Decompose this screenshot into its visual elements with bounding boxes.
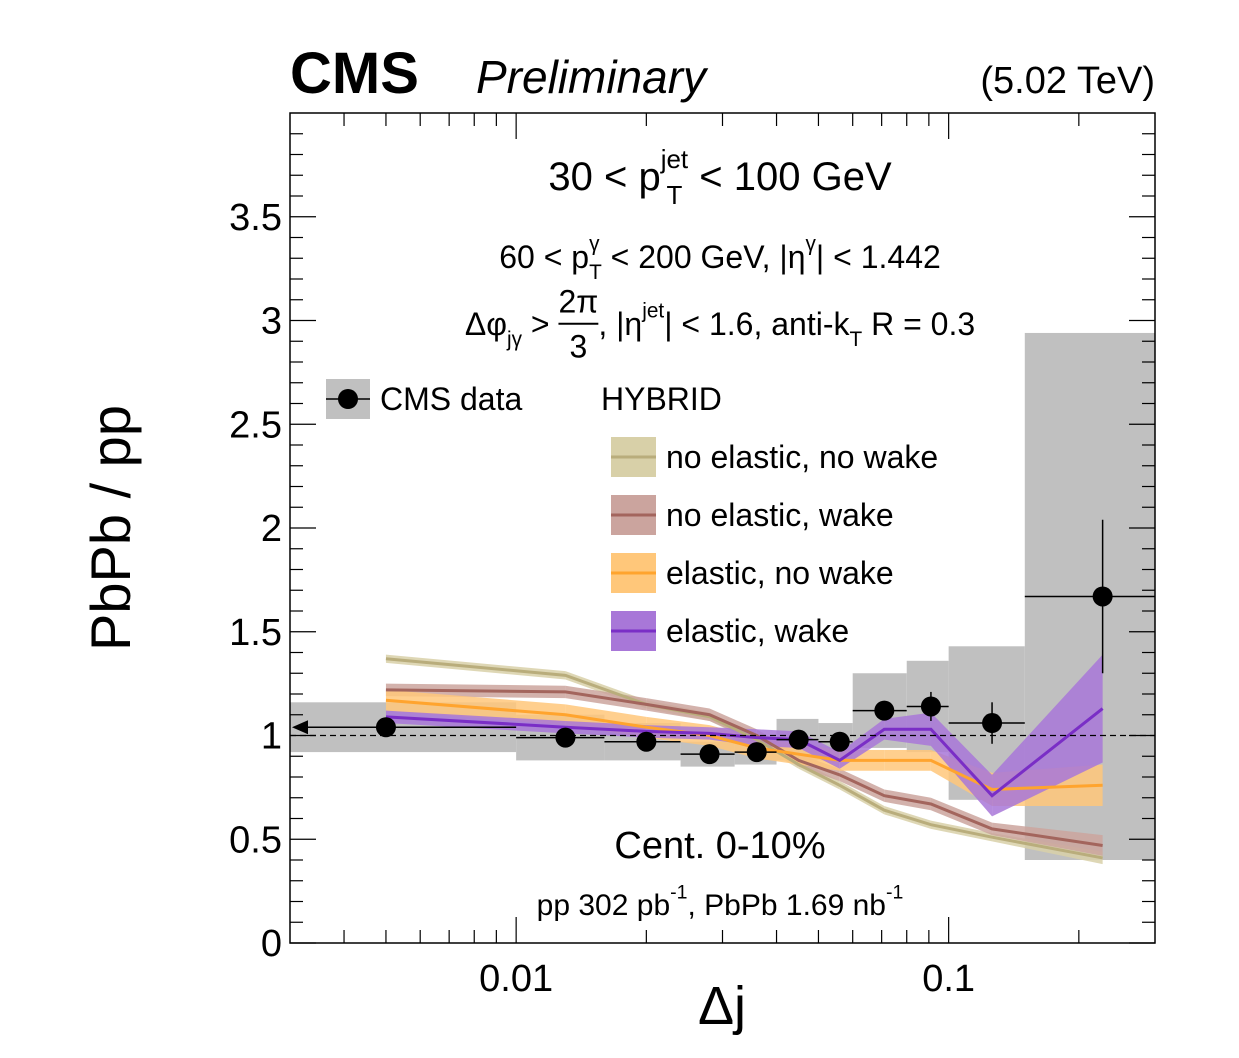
annotation-text: Cent. 0-10% (614, 825, 825, 867)
annotation: Cent. 0-10% (614, 825, 825, 867)
energy-label: (5.02 TeV) (980, 60, 1155, 102)
data-point (788, 729, 809, 750)
x-tick-label: 0.1 (922, 958, 975, 1000)
annotation-text: , PbPb 1.69 nb (687, 889, 886, 922)
annotation: pp 302 pb -1, PbPb 1.69 nb -1 (537, 882, 904, 923)
data-point (874, 700, 895, 721)
annotation-text: pp 302 pb (537, 889, 670, 922)
x-tick-label: 0.01 (479, 958, 553, 1000)
annotation-text: T (666, 180, 682, 210)
annotation-text: < 100 GeV (688, 155, 892, 199)
annotation-text: γ (806, 232, 817, 255)
model-line (385, 657, 1103, 860)
annotation-text: 60 < p (499, 239, 589, 275)
y-tick-label: 0 (261, 923, 282, 965)
legend-label: elastic, no wake (666, 555, 894, 591)
annotation-text: T (849, 328, 862, 351)
data-point (375, 717, 396, 738)
data-point (1092, 586, 1113, 607)
data-point (555, 727, 576, 748)
data-point (829, 731, 850, 752)
model-band (992, 654, 1103, 817)
data-point (746, 742, 767, 763)
y-tick-label: 0.5 (229, 819, 282, 861)
annotation-text: jet (641, 299, 664, 322)
legend-swatch (338, 389, 358, 409)
overflow-arrow (292, 720, 308, 735)
annotation-text: T (589, 261, 602, 284)
y-tick-label: 2 (261, 508, 282, 550)
y-tick-label: 1 (261, 716, 282, 758)
experiment-label: CMS (290, 41, 419, 106)
y-tick-label: 3 (261, 301, 282, 343)
annotation-text: -1 (886, 882, 903, 904)
data-point (699, 744, 720, 765)
annotation-text: -1 (670, 882, 687, 904)
annotation-text: > (522, 306, 558, 342)
legend-label: CMS data (380, 381, 522, 417)
legend-label: no elastic, no wake (666, 439, 938, 475)
annotation-text: γ (589, 232, 600, 255)
data-point (982, 713, 1003, 734)
y-axis-label: PbPb / pp (79, 405, 142, 651)
annotation-text: R = 0.3 (862, 306, 975, 342)
model-line (385, 688, 1103, 847)
legend-label: no elastic, wake (666, 497, 894, 533)
y-tick-label: 2.5 (229, 404, 282, 446)
annotation-text: 30 < p (548, 155, 660, 199)
annotation-text: jγ (506, 328, 523, 351)
model-line (385, 698, 1103, 791)
annotation: 30 < p jet T < 100 GeV (548, 144, 892, 210)
annotation: Δφ jγ > 2π 3 , |η jet | < 1.6, anti-k T R = 0.… (465, 284, 975, 365)
annotation-text: 3 (570, 328, 588, 364)
legend-title: HYBRID (601, 381, 722, 417)
annotation-text: | < 1.6, anti-k (664, 306, 850, 342)
annotation-text: < 200 GeV, |η (602, 239, 806, 275)
legend-label: elastic, wake (666, 613, 849, 649)
annotation-text: | < 1.442 (816, 239, 941, 275)
status-label: Preliminary (476, 51, 709, 103)
model-band (992, 822, 1103, 856)
annotation: 60 < p γT < 200 GeV, |η γ | < 1.442 (499, 232, 941, 284)
y-tick-label: 3.5 (229, 197, 282, 239)
data-point (920, 696, 941, 717)
x-axis-label: Δj (698, 976, 746, 1036)
y-tick-label: 1.5 (229, 612, 282, 654)
annotation-text: 2π (558, 284, 598, 320)
annotation-text: Δφ (465, 306, 507, 342)
annotation-text: jet (660, 144, 689, 174)
data-point (636, 731, 657, 752)
annotation-text: , |η (598, 306, 642, 342)
